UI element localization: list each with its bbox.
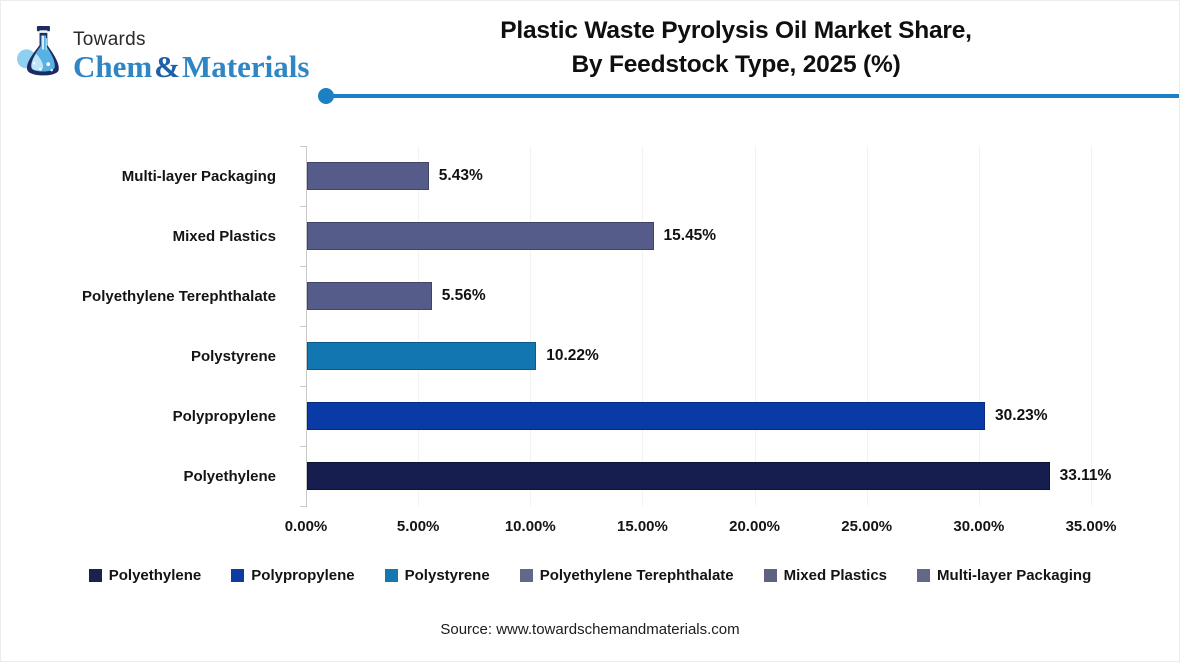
legend-swatch — [231, 569, 245, 582]
bar — [307, 282, 432, 310]
bar — [307, 342, 537, 370]
gridline — [978, 146, 980, 506]
x-axis-label: 10.00% — [504, 518, 556, 535]
legend-item: Polystyrene — [384, 567, 490, 584]
value-label: 5.43% — [438, 167, 483, 184]
gridline — [866, 146, 868, 506]
y-axis-tick — [300, 266, 306, 267]
gridline — [754, 146, 756, 506]
brand-towards: Towards — [73, 29, 146, 50]
legend-item: Polyethylene — [88, 567, 202, 584]
y-axis-tick — [300, 386, 306, 387]
x-axis-label: 5.00% — [396, 518, 440, 535]
legend-label: Polystyrene — [404, 567, 490, 584]
flask-icon — [17, 23, 69, 81]
category-label: Polyethylene — [183, 467, 276, 485]
x-axis-label: 35.00% — [1065, 518, 1117, 535]
bar — [307, 462, 1050, 490]
brand-name: Chem&Materials — [73, 49, 310, 84]
legend-label: Multi-layer Packaging — [937, 567, 1092, 584]
category-label: Polystyrene — [190, 347, 276, 365]
brand-text: Towards Chem&Materials — [73, 23, 309, 82]
chart-title-line1: Plastic Waste Pyrolysis Oil Market Share… — [500, 17, 972, 44]
legend-swatch — [384, 569, 398, 582]
legend-swatch — [763, 569, 777, 582]
x-axis-label: 15.00% — [616, 518, 668, 535]
brand-chem: Chem — [73, 49, 153, 84]
chart-title: Plastic Waste Pyrolysis Oil Market Share… — [321, 14, 1151, 82]
x-axis-label: 25.00% — [841, 518, 893, 535]
gridline — [642, 146, 644, 506]
brand-ampersand: & — [154, 49, 181, 84]
x-axis-label: 20.00% — [729, 518, 780, 535]
brand-logo: Towards Chem&Materials — [17, 23, 309, 82]
y-axis-tick — [300, 146, 306, 147]
legend-item: Mixed Plastics — [763, 567, 888, 584]
bar — [307, 402, 986, 430]
y-axis-tick — [300, 326, 306, 327]
legend: Polyethylene Polypropylene Polystyrene Poly… — [1, 567, 1179, 584]
chart-title-line2: By Feedstock Type, 2025 (%) — [571, 51, 901, 78]
legend-label: Polypropylene — [251, 567, 355, 584]
y-axis-line — [306, 146, 307, 507]
x-axis-label: 30.00% — [953, 518, 1005, 535]
legend-label: Polyethylene — [108, 567, 202, 584]
x-axis-label: 0.00% — [284, 518, 328, 535]
gridline — [530, 146, 532, 506]
category-label: Polyethylene Terephthalate — [82, 287, 276, 305]
gridline — [418, 146, 420, 506]
y-axis-tick — [300, 506, 306, 507]
source-note: Source: www.towardschemandmaterials.com — [440, 621, 740, 638]
legend-swatch — [519, 569, 533, 582]
legend-item: Polyethylene Terephthalate — [519, 567, 734, 584]
y-axis-tick — [300, 206, 306, 207]
value-label: 10.22% — [546, 347, 599, 364]
legend-swatch — [917, 569, 931, 582]
gridline — [1091, 146, 1092, 506]
legend-swatch — [88, 569, 102, 582]
value-label: 5.56% — [441, 287, 486, 304]
legend-label: Polyethylene Terephthalate — [539, 567, 734, 584]
brand-materials: Materials — [182, 49, 310, 84]
category-label: Mixed Plastics — [172, 227, 276, 245]
legend-item: Polypropylene — [231, 567, 355, 584]
y-axis-tick — [300, 446, 306, 447]
legend-item: Multi-layer Packaging — [917, 567, 1091, 584]
title-divider-line — [327, 94, 1179, 98]
value-label: 30.23% — [995, 407, 1048, 424]
bar — [307, 162, 429, 190]
bar — [307, 222, 654, 250]
value-label: 15.45% — [663, 227, 717, 244]
legend-label: Mixed Plastics — [783, 567, 888, 584]
value-label: 33.11% — [1059, 467, 1112, 484]
title-divider-dot — [318, 88, 334, 104]
category-label: Multi-layer Packaging — [121, 167, 276, 185]
category-label: Polypropylene — [172, 407, 276, 425]
